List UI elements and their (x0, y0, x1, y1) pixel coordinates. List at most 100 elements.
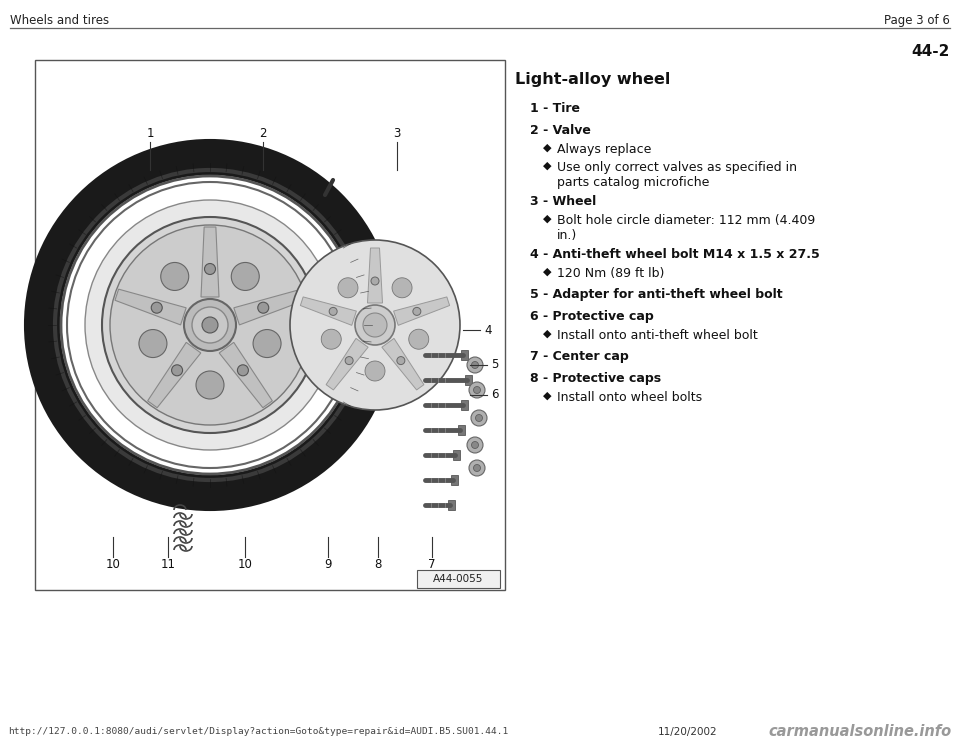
Bar (461, 400, 468, 410)
Text: 44-2: 44-2 (912, 44, 950, 59)
Circle shape (184, 299, 236, 351)
Circle shape (365, 361, 385, 381)
Text: 5: 5 (492, 358, 498, 372)
Circle shape (231, 263, 259, 290)
Polygon shape (201, 227, 219, 297)
Text: 3 - Wheel: 3 - Wheel (530, 195, 596, 208)
Circle shape (469, 382, 485, 398)
Circle shape (192, 307, 228, 343)
Text: ◆: ◆ (543, 391, 551, 401)
Text: Bolt hole circle diameter: 112 mm (4.409: Bolt hole circle diameter: 112 mm (4.409 (557, 214, 815, 227)
Polygon shape (300, 297, 356, 325)
Text: 10: 10 (237, 559, 252, 571)
Circle shape (371, 277, 379, 285)
Text: Page 3 of 6: Page 3 of 6 (884, 14, 950, 27)
Circle shape (471, 361, 478, 369)
Text: ◆: ◆ (543, 329, 551, 339)
Text: Install onto wheel bolts: Install onto wheel bolts (557, 391, 702, 404)
Circle shape (471, 410, 487, 426)
Circle shape (172, 365, 182, 375)
Circle shape (392, 278, 412, 298)
Circle shape (467, 437, 483, 453)
Circle shape (202, 317, 218, 333)
Text: 4 - Anti-theft wheel bolt M14 x 1.5 x 27.5: 4 - Anti-theft wheel bolt M14 x 1.5 x 27… (530, 248, 820, 261)
FancyBboxPatch shape (417, 570, 499, 588)
Polygon shape (115, 289, 186, 325)
Text: parts catalog microfiche: parts catalog microfiche (557, 176, 709, 189)
Text: in.): in.) (557, 229, 577, 242)
Text: carmanualsonline.info: carmanualsonline.info (769, 724, 952, 739)
Text: 2: 2 (259, 127, 267, 140)
Text: Light-alloy wheel: Light-alloy wheel (515, 72, 670, 87)
Polygon shape (326, 338, 368, 390)
Circle shape (469, 460, 485, 476)
Circle shape (196, 371, 224, 399)
Text: 11/20/2002: 11/20/2002 (658, 727, 718, 737)
Text: 3: 3 (394, 127, 400, 140)
Text: 7 - Center cap: 7 - Center cap (530, 350, 629, 363)
Circle shape (237, 365, 249, 375)
Text: 1 - Tire: 1 - Tire (530, 102, 580, 115)
Bar (458, 425, 465, 435)
Circle shape (346, 357, 353, 364)
Text: A44-0055: A44-0055 (433, 574, 483, 583)
Circle shape (355, 305, 395, 345)
Circle shape (160, 263, 189, 290)
Text: Use only correct valves as specified in: Use only correct valves as specified in (557, 161, 797, 174)
Circle shape (396, 357, 405, 364)
Text: 4: 4 (484, 324, 492, 337)
Text: ◆: ◆ (543, 267, 551, 277)
Polygon shape (234, 289, 305, 325)
Circle shape (85, 200, 335, 450)
Circle shape (152, 302, 162, 313)
Circle shape (139, 329, 167, 358)
Polygon shape (394, 297, 449, 325)
Circle shape (471, 441, 478, 448)
Text: 5 - Adapter for anti-theft wheel bolt: 5 - Adapter for anti-theft wheel bolt (530, 288, 782, 301)
Circle shape (329, 307, 337, 315)
Text: 11: 11 (160, 559, 176, 571)
Circle shape (413, 307, 420, 315)
Text: 120 Nm (89 ft lb): 120 Nm (89 ft lb) (557, 267, 664, 280)
Text: Install onto anti-theft wheel bolt: Install onto anti-theft wheel bolt (557, 329, 757, 342)
Text: http://127.0.0.1:8080/audi/servlet/Display?action=Goto&type=repair&id=AUDI.B5.SU: http://127.0.0.1:8080/audi/servlet/Displ… (8, 727, 508, 736)
Bar (451, 475, 458, 485)
Text: 10: 10 (106, 559, 120, 571)
Circle shape (110, 225, 310, 425)
Text: Wheels and tires: Wheels and tires (10, 14, 109, 27)
Bar (453, 450, 460, 460)
Text: 8 - Protective caps: 8 - Protective caps (530, 372, 661, 385)
Text: Always replace: Always replace (557, 143, 652, 156)
Text: ◆: ◆ (543, 143, 551, 153)
Circle shape (475, 415, 483, 421)
Polygon shape (148, 342, 201, 407)
Polygon shape (368, 248, 382, 303)
Text: 6: 6 (492, 389, 499, 401)
Circle shape (257, 302, 269, 313)
Text: 6 - Protective cap: 6 - Protective cap (530, 310, 654, 323)
Circle shape (338, 278, 358, 298)
Circle shape (473, 464, 481, 471)
Circle shape (409, 329, 429, 349)
Bar (465, 375, 472, 385)
Polygon shape (382, 338, 424, 390)
Circle shape (322, 329, 341, 349)
Circle shape (363, 313, 387, 337)
Polygon shape (219, 342, 273, 407)
Text: 8: 8 (374, 559, 382, 571)
Bar (35, 60, 505, 590)
Circle shape (253, 329, 281, 358)
Text: 2 - Valve: 2 - Valve (530, 124, 590, 137)
Circle shape (102, 217, 318, 433)
Circle shape (290, 240, 460, 410)
Text: 9: 9 (324, 559, 332, 571)
Circle shape (467, 357, 483, 373)
Text: 7: 7 (428, 559, 436, 571)
Bar (448, 500, 455, 510)
Text: ◆: ◆ (543, 161, 551, 171)
Circle shape (204, 263, 215, 275)
Bar (461, 350, 468, 360)
Text: ◆: ◆ (543, 214, 551, 224)
Circle shape (473, 387, 481, 393)
Text: 1: 1 (146, 127, 154, 140)
